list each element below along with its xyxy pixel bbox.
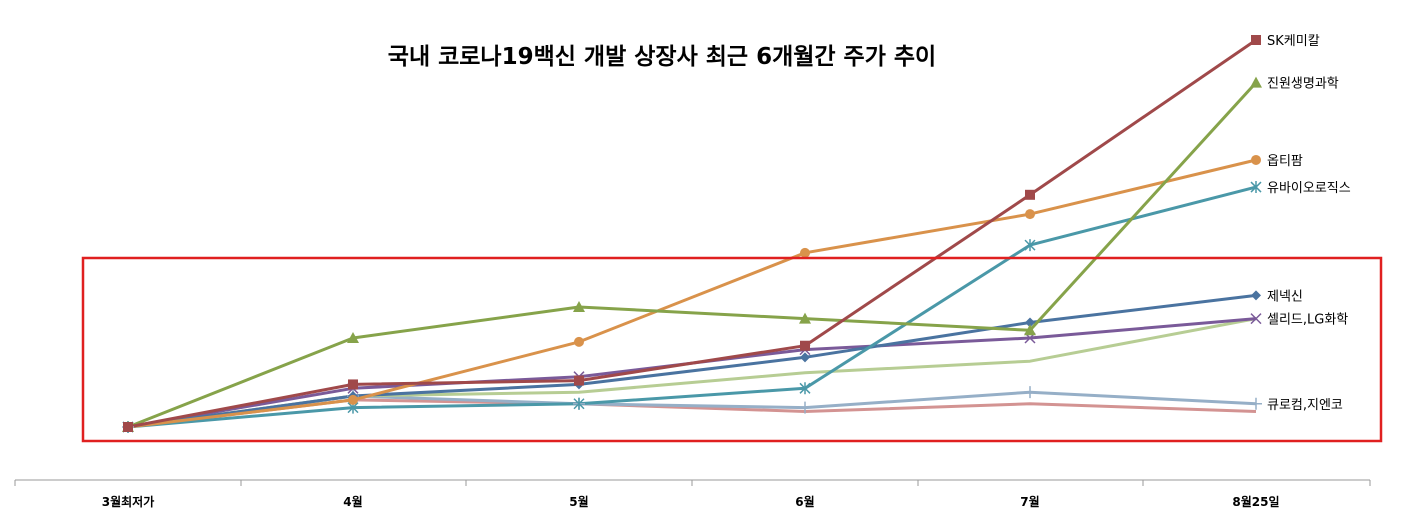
data-point <box>1251 35 1261 45</box>
data-point <box>799 382 811 395</box>
x-tick-label: 3월최저가 <box>102 494 155 509</box>
data-point <box>1024 239 1036 252</box>
data-point <box>347 331 359 343</box>
series-markers <box>122 35 1262 433</box>
series-end-label: SK케미칼 <box>1267 34 1320 49</box>
x-tick-label: 7월 <box>1020 494 1039 509</box>
data-point <box>800 340 810 351</box>
data-point <box>1251 154 1261 165</box>
series-line <box>127 293 1257 429</box>
data-point <box>1251 290 1261 301</box>
data-point <box>1250 76 1262 88</box>
data-point <box>1025 209 1035 220</box>
series-end-label: 제넥신 <box>1267 289 1303 304</box>
series-line <box>127 38 1257 429</box>
series-end-label: 진원생명과학 <box>1267 77 1339 92</box>
series-end-label: 옵티팜 <box>1267 154 1303 169</box>
data-point <box>348 394 358 405</box>
series-line <box>127 185 1257 429</box>
data-point <box>1250 397 1262 410</box>
data-point <box>573 397 585 410</box>
highlight-box <box>81 256 1383 443</box>
data-point <box>799 312 811 324</box>
series-line <box>127 317 1257 429</box>
x-tick-label: 8월25일 <box>1232 494 1279 509</box>
data-point <box>574 375 584 386</box>
x-tick-label: 4월 <box>343 494 362 509</box>
data-point <box>348 379 358 390</box>
series-end-label: 셀리드,LG화학 <box>1267 313 1348 328</box>
data-point <box>799 401 811 414</box>
data-point <box>123 422 133 432</box>
x-tick-label: 6월 <box>795 494 814 509</box>
data-point <box>1025 317 1035 328</box>
data-point <box>1250 181 1262 194</box>
series-end-label: 큐로컴,지엔코 <box>1267 398 1343 413</box>
series-line <box>127 81 1258 429</box>
series-line <box>127 158 1257 429</box>
data-point <box>1025 189 1035 200</box>
series-end-label: 유바이오로직스 <box>1267 181 1351 196</box>
data-point <box>800 247 810 258</box>
series-lines <box>127 38 1258 429</box>
x-axis: 3월최저가 4월 5월 6월 7월 8월25일 <box>14 479 1371 509</box>
data-point <box>1024 324 1036 336</box>
x-tick-label: 5월 <box>569 494 588 509</box>
chart-title: 국내 코로나19백신 개발 상장사 최근 6개월간 주가 추이 <box>388 44 936 70</box>
data-point <box>1250 313 1262 325</box>
data-point <box>800 352 810 363</box>
data-point <box>574 336 584 347</box>
data-point <box>1024 386 1036 399</box>
data-point <box>573 301 585 313</box>
series-line <box>127 317 1257 429</box>
